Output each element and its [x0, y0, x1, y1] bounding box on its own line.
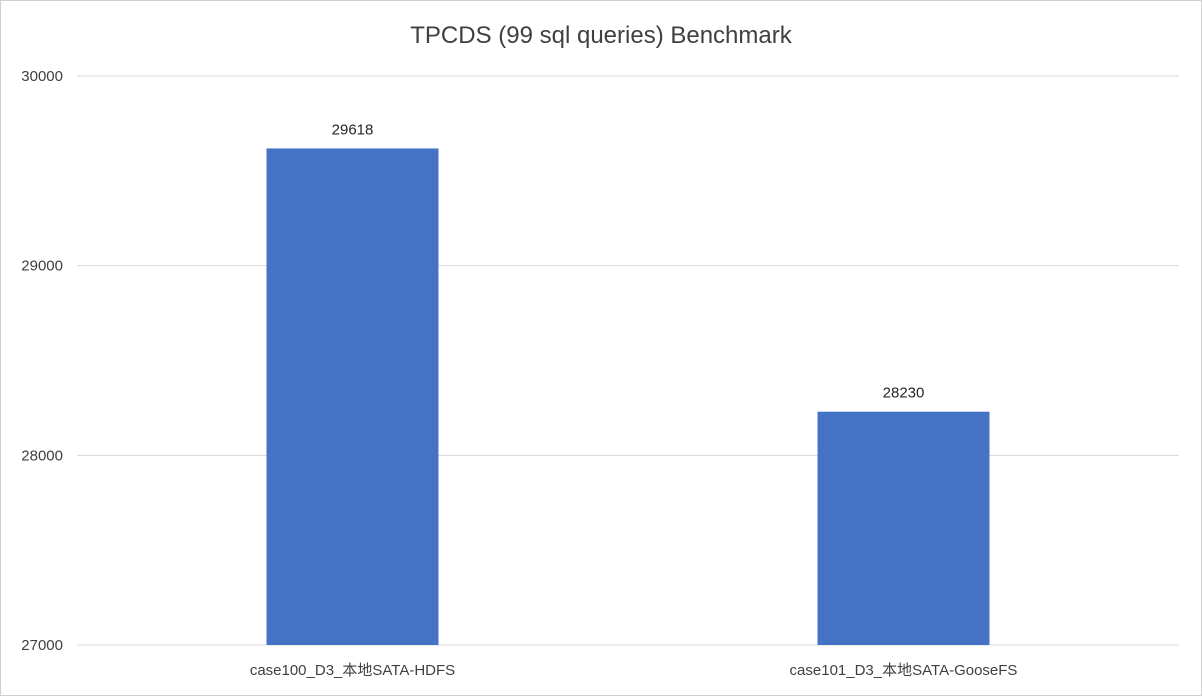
bar-data-label: 29618: [332, 121, 374, 138]
bar-data-label: 28230: [883, 385, 925, 402]
y-axis-tick-labels: 27000 28000 29000 30000: [21, 68, 63, 654]
x-category-label: case101_D3_本地SATA-GooseFS: [790, 662, 1018, 679]
data-labels: 29618 28230: [332, 121, 925, 401]
gridlines: [77, 75, 1179, 646]
x-axis-category-labels: case100_D3_本地SATA-HDFS case101_D3_本地SATA-…: [250, 662, 1018, 679]
y-tick-label: 27000: [21, 637, 63, 654]
bar: [817, 411, 990, 645]
y-tick-label: 28000: [21, 447, 63, 464]
bar: [266, 148, 439, 645]
bars: [266, 148, 990, 645]
x-category-label: case100_D3_本地SATA-HDFS: [250, 662, 455, 679]
y-tick-label: 29000: [21, 258, 63, 275]
y-tick-label: 30000: [21, 68, 63, 85]
chart-title: TPCDS (99 sql queries) Benchmark: [410, 22, 792, 49]
